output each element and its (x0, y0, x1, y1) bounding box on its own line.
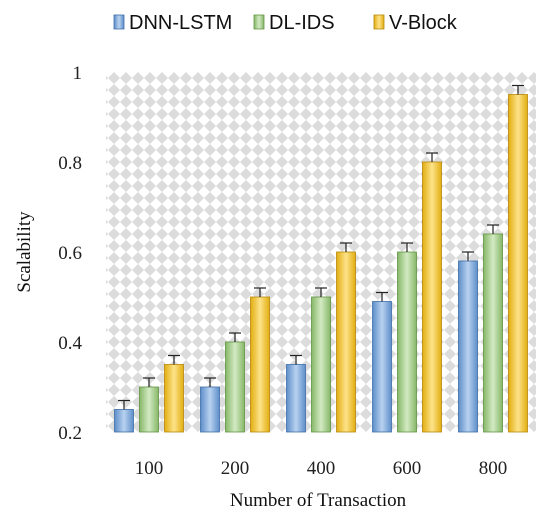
x-tick-label: 400 (307, 458, 336, 479)
bar-dl-ids (225, 341, 245, 433)
bar-v-block (164, 364, 184, 433)
y-axis-ticks: 0.2 0.4 0.6 0.8 1 (58, 63, 82, 444)
x-tick-label: 800 (479, 458, 508, 479)
y-tick-label: 0.4 (58, 333, 82, 354)
y-tick-label: 0.6 (58, 243, 82, 264)
legend-swatch (253, 14, 265, 30)
bar-v-block (422, 161, 442, 433)
bar-dnn-lstm (372, 301, 392, 433)
bar-v-block (508, 94, 528, 433)
bar-dl-ids (483, 233, 503, 433)
legend: DNN-LSTM DL-IDS V-Block (113, 12, 458, 34)
legend-swatch (373, 14, 385, 30)
error-bars (118, 84, 524, 410)
x-tick-label: 600 (393, 458, 422, 479)
x-axis-title: Number of Transaction (230, 490, 407, 511)
y-tick-label: 1 (73, 63, 83, 84)
bar-dnn-lstm (114, 409, 134, 433)
legend-label: V-Block (389, 12, 458, 34)
bar-dnn-lstm (458, 260, 478, 433)
bars (114, 94, 528, 433)
bar-dl-ids (397, 251, 417, 433)
y-tick-label: 0.8 (58, 153, 82, 174)
x-tick-label: 200 (221, 458, 250, 479)
bar-dnn-lstm (286, 364, 306, 433)
bar-v-block (336, 251, 356, 433)
bar-dl-ids (311, 296, 331, 433)
legend-label: DNN-LSTM (129, 12, 232, 34)
bar-dl-ids (139, 386, 159, 433)
x-axis-ticks: 100 200 400 600 800 (135, 458, 508, 479)
legend-swatch (113, 14, 125, 30)
bar-dnn-lstm (200, 386, 220, 433)
x-tick-label: 100 (135, 458, 164, 479)
y-axis-title: Scalability (14, 211, 35, 293)
legend-label: DL-IDS (269, 12, 335, 34)
bar-v-block (250, 296, 270, 433)
y-tick-label: 0.2 (58, 423, 82, 444)
